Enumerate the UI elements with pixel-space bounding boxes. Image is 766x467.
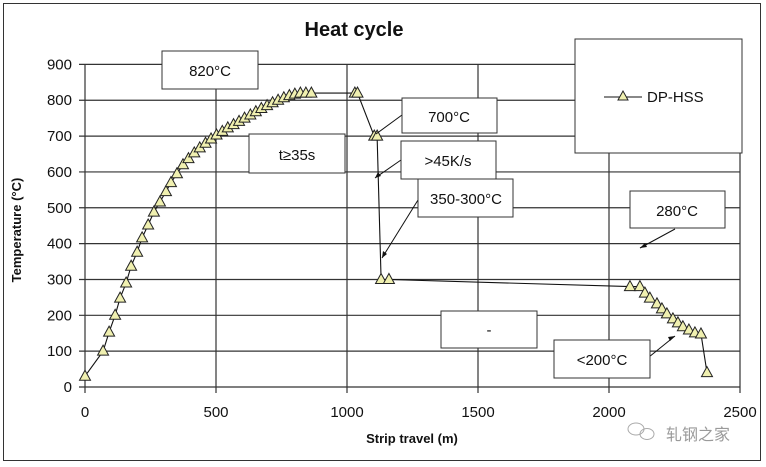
y-axis-label: Temperature (°C) bbox=[9, 178, 24, 283]
annotation-cooling-rate: >45K/s bbox=[374, 140, 497, 180]
legend-label: DP-HSS bbox=[647, 89, 704, 106]
x-tick-label: 0 bbox=[81, 404, 89, 421]
y-tick-labels: 0 100 200 300 400 500 600 700 800 900 bbox=[47, 56, 72, 396]
watermark: 轧钢之家 bbox=[627, 422, 730, 444]
x-axis-label: Strip travel (m) bbox=[366, 431, 458, 446]
data-point-triangle bbox=[119, 276, 133, 288]
data-point-triangle bbox=[305, 86, 318, 98]
data-point-triangle bbox=[108, 308, 122, 320]
data-point-triangle bbox=[700, 365, 714, 378]
x-tick-label: 2000 bbox=[592, 404, 625, 421]
data-point-triangle bbox=[351, 86, 364, 98]
x-tick-labels: 0 500 1000 1500 2000 2500 bbox=[81, 404, 757, 421]
y-tick-label: 900 bbox=[47, 56, 72, 73]
annotation-820: 820°C bbox=[161, 50, 259, 90]
y-tick-label: 0 bbox=[64, 379, 72, 396]
annotation-700: 700°C bbox=[375, 97, 498, 135]
series-dp-hss bbox=[78, 86, 714, 381]
data-point-triangle bbox=[643, 291, 657, 303]
annotation-cooling-rate-text: >45K/s bbox=[424, 153, 471, 170]
y-tick-label: 100 bbox=[47, 343, 72, 360]
data-point-triangle bbox=[182, 151, 195, 164]
data-point-triangle bbox=[135, 230, 149, 243]
data-point-triangle bbox=[102, 325, 116, 337]
data-point-triangle bbox=[164, 175, 178, 188]
legend-triangle-marker-icon bbox=[617, 89, 629, 101]
annotation-700-text: 700°C bbox=[428, 109, 470, 126]
y-tick-label: 500 bbox=[47, 200, 72, 217]
data-point-triangle bbox=[147, 205, 161, 217]
y-tick-label: 600 bbox=[47, 164, 72, 181]
data-point-triangle bbox=[124, 259, 138, 271]
wechat-icon bbox=[627, 422, 655, 440]
annotation-350-300-text: 350-300°C bbox=[430, 191, 502, 208]
data-point-triangle bbox=[382, 272, 396, 284]
chart-title: Heat cycle bbox=[305, 19, 404, 41]
x-tick-label: 1500 bbox=[461, 404, 494, 421]
data-point-triangle bbox=[141, 217, 155, 230]
data-point-triangle bbox=[153, 195, 167, 207]
data-point-triangle bbox=[694, 326, 708, 339]
data-point-triangle bbox=[638, 286, 652, 298]
y-tick-label: 700 bbox=[47, 128, 72, 145]
annotation-hold-time: t≥35s bbox=[248, 133, 346, 174]
data-point-triangle bbox=[655, 301, 669, 314]
annotation-dash: - bbox=[440, 310, 538, 349]
x-tick-label: 1000 bbox=[330, 404, 363, 421]
data-point-triangle bbox=[176, 157, 190, 170]
x-tick-label: 500 bbox=[203, 404, 228, 421]
watermark-text: 轧钢之家 bbox=[666, 425, 730, 444]
data-point-triangle bbox=[374, 272, 388, 284]
annotation-below-200: <200°C bbox=[553, 335, 676, 379]
data-point-triangle bbox=[623, 279, 637, 292]
data-point-triangle bbox=[113, 291, 127, 303]
data-point-triangle bbox=[96, 344, 110, 356]
data-point-triangle bbox=[159, 184, 173, 197]
data-point-triangle bbox=[676, 319, 690, 332]
annotation-below-200-text: <200°C bbox=[577, 352, 628, 369]
y-tick-label: 300 bbox=[47, 271, 72, 288]
data-point-triangle bbox=[682, 322, 696, 335]
annotation-dash-text: - bbox=[487, 322, 492, 339]
data-point-triangle bbox=[130, 245, 144, 257]
annotation-820-text: 820°C bbox=[189, 63, 231, 80]
annotation-280-text: 280°C bbox=[656, 203, 698, 220]
data-point-triangle bbox=[650, 296, 664, 309]
annotation-350-300: 350-300°C bbox=[381, 178, 514, 259]
annotation-280: 280°C bbox=[629, 190, 726, 249]
data-point-triangle bbox=[170, 166, 184, 179]
y-tick-label: 200 bbox=[47, 307, 72, 324]
data-point-triangle bbox=[78, 369, 92, 381]
annotation-hold-time-text: t≥35s bbox=[279, 147, 316, 164]
data-point-triangle bbox=[633, 279, 647, 292]
x-tick-label: 2500 bbox=[723, 404, 756, 421]
y-tick-label: 400 bbox=[47, 236, 72, 253]
data-point-triangle bbox=[660, 306, 674, 319]
y-tick-label: 800 bbox=[47, 92, 72, 109]
legend: DP-HSS bbox=[574, 38, 743, 154]
data-point-triangle bbox=[370, 129, 384, 141]
